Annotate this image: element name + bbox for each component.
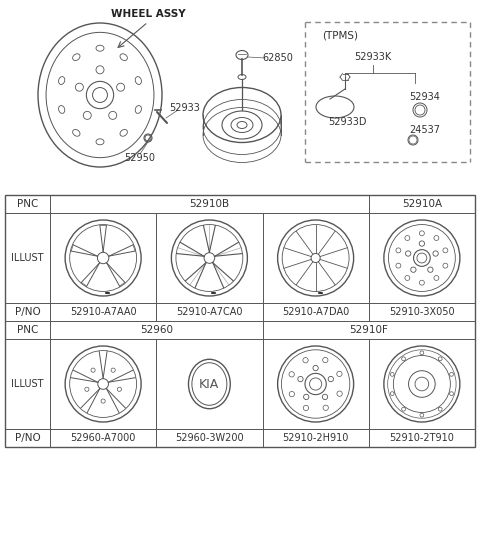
Text: 52933K: 52933K — [354, 52, 392, 62]
Text: 52950: 52950 — [124, 153, 156, 163]
Text: KIA: KIA — [199, 377, 219, 391]
Text: 52934: 52934 — [409, 92, 441, 102]
Text: 52910-A7DA0: 52910-A7DA0 — [282, 307, 349, 317]
Text: 52910-2T910: 52910-2T910 — [389, 433, 454, 443]
Text: 52910F: 52910F — [349, 325, 388, 335]
Text: 52933D: 52933D — [328, 117, 366, 127]
Text: WHEEL ASSY: WHEEL ASSY — [111, 9, 185, 19]
Text: ILLUST: ILLUST — [11, 253, 44, 263]
Text: P/NO: P/NO — [14, 433, 40, 443]
Text: ILLUST: ILLUST — [11, 379, 44, 389]
Text: 52960: 52960 — [140, 325, 173, 335]
Text: 24537: 24537 — [409, 125, 441, 135]
Text: 52960-A7000: 52960-A7000 — [71, 433, 136, 443]
Text: 52910-2H910: 52910-2H910 — [282, 433, 349, 443]
Text: PNC: PNC — [17, 325, 38, 335]
Text: 52910-3X050: 52910-3X050 — [389, 307, 455, 317]
Text: 52933: 52933 — [169, 103, 201, 113]
Text: 52910-A7AA0: 52910-A7AA0 — [70, 307, 136, 317]
Text: 52910B: 52910B — [189, 199, 229, 209]
Text: 62850: 62850 — [263, 53, 293, 63]
Text: 52960-3W200: 52960-3W200 — [175, 433, 244, 443]
Text: P/NO: P/NO — [14, 307, 40, 317]
Text: (TPMS): (TPMS) — [322, 30, 358, 40]
Text: 52910-A7CA0: 52910-A7CA0 — [176, 307, 242, 317]
Text: 52910A: 52910A — [402, 199, 442, 209]
Bar — [5, 195, 475, 447]
Text: PNC: PNC — [17, 199, 38, 209]
